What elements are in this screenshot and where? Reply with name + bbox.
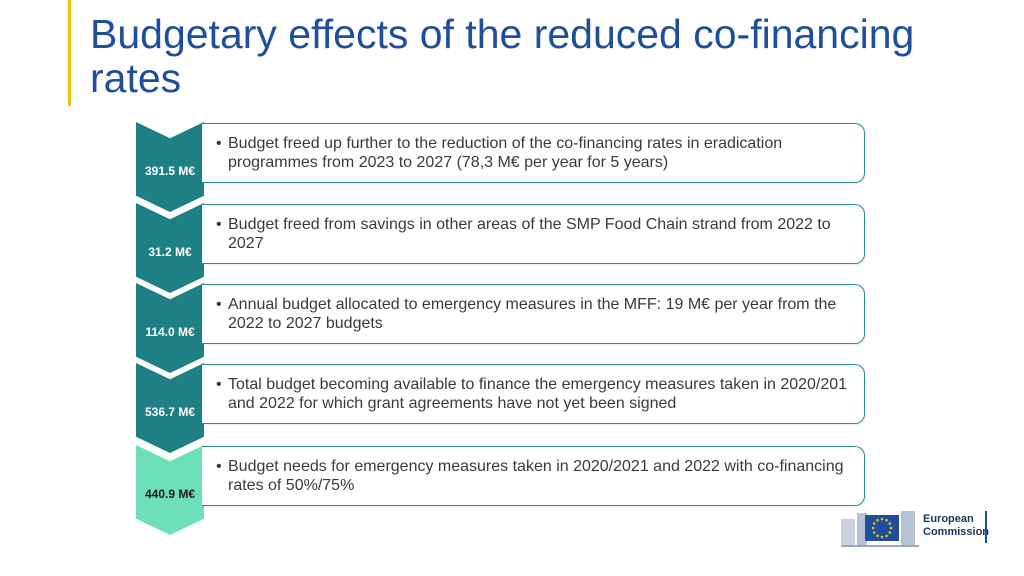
description-box: Total budget becoming available to finan… (202, 364, 865, 424)
amount-chevron: 391.5 M€ (136, 122, 204, 212)
european-commission-logo: European Commission (841, 505, 991, 549)
description-box: Budget freed from savings in other areas… (202, 204, 865, 264)
logo-text: European Commission (923, 513, 989, 539)
logo-text-line2: Commission (923, 526, 990, 538)
description-box: Budget needs for emergency measures take… (202, 446, 865, 506)
amount-label: 31.2 M€ (148, 245, 192, 259)
description-box: Budget freed up further to the reduction… (202, 123, 865, 183)
amount-chevron: 114.0 M€ (136, 283, 204, 373)
slide-title: Budgetary effects of the reduced co-fina… (90, 11, 915, 101)
description-text: Annual budget allocated to emergency mea… (212, 295, 856, 333)
title-accent-bar (68, 0, 71, 106)
amount-chevron: 440.9 M€ (136, 445, 204, 535)
description-text: Total budget becoming available to finan… (212, 375, 856, 413)
amount-label: 440.9 M€ (144, 487, 196, 501)
amount-label: 391.5 M€ (144, 164, 196, 178)
amount-chevron: 31.2 M€ (136, 203, 204, 293)
description-box: Annual budget allocated to emergency mea… (202, 284, 865, 344)
description-text: Budget needs for emergency measures take… (212, 457, 856, 495)
amount-label: 536.7 M€ (144, 405, 196, 419)
description-text: Budget freed from savings in other areas… (212, 215, 856, 253)
logo-text-line1: European (923, 513, 974, 525)
logo-divider (985, 511, 987, 543)
eu-flag-icon (841, 511, 919, 547)
description-text: Budget freed up further to the reduction… (212, 134, 856, 172)
amount-chevron: 536.7 M€ (136, 363, 204, 453)
amount-label: 114.0 M€ (145, 325, 195, 339)
